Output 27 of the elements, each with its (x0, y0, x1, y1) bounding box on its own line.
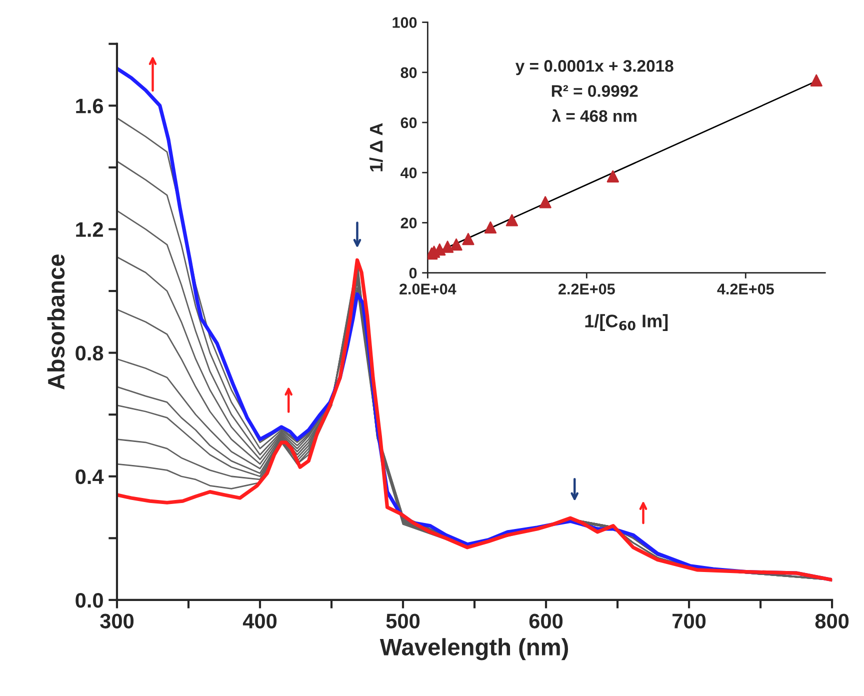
annotation: y = 0.0001x + 3.2018 (516, 60, 674, 76)
y-axis-title: 1/ Δ A (369, 123, 383, 172)
annotation: R² = 0.9992 (552, 85, 638, 97)
y-tick-label: 80 (400, 67, 417, 78)
x-axis-title: 1/[C$_{60}$ Im] (585, 314, 668, 331)
y-axis-title: Absorbance (47, 254, 65, 390)
x-tick-label: 300 (100, 614, 134, 628)
y-tick-label: 60 (400, 117, 417, 128)
x-tick-label: 500 (386, 614, 420, 628)
y-tick-label: 0.4 (76, 469, 104, 484)
y-tick-label: 0 (409, 268, 417, 279)
y-tick-label: 20 (400, 218, 417, 228)
x-tick-label: 2.2E+05 (558, 284, 615, 294)
y-tick-label: 1.6 (76, 98, 104, 114)
x-tick-label: 600 (529, 614, 563, 628)
x-axis-title: Wavelength (nm) (380, 638, 568, 660)
x-tick-label: 800 (815, 614, 849, 628)
annotation: λ = 468 nm (552, 109, 636, 122)
y-tick-label: 1.2 (76, 222, 103, 237)
y-tick-label: 0.8 (76, 346, 104, 361)
x-tick-label: 4.2E+05 (717, 284, 774, 294)
y-tick-label: 100 (392, 17, 417, 28)
y-tick-label: 0.0 (76, 592, 103, 608)
x-tick-label: 700 (672, 614, 706, 628)
y-tick-label: 40 (400, 167, 417, 178)
x-tick-label: 2.0E+04 (400, 284, 456, 294)
x-tick-label: 400 (242, 614, 277, 628)
